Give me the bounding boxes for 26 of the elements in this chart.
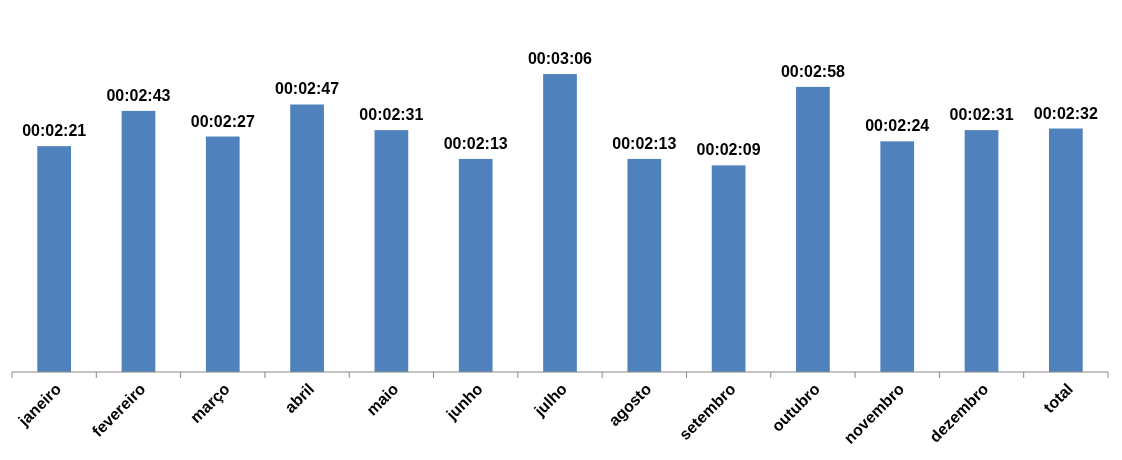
bar [37,146,72,372]
bar [205,136,240,372]
data-label: 00:02:31 [359,106,424,124]
data-label: 00:02:13 [443,134,508,152]
bar [627,158,662,372]
bar [458,158,493,372]
data-label: 00:02:32 [1033,104,1098,122]
bar [374,130,409,372]
data-label: 00:02:13 [612,134,677,152]
data-label: 00:02:09 [696,141,761,159]
data-label: 00:02:31 [949,106,1014,124]
data-label: 00:02:43 [106,86,171,104]
bar [1048,128,1083,372]
bar [964,130,999,372]
data-label: 00:02:21 [22,122,87,140]
data-label: 00:03:06 [527,50,593,68]
bar [880,141,915,372]
bar [796,86,830,372]
data-label: 00:02:27 [190,112,255,130]
data-label: 00:02:24 [865,117,930,135]
data-label: 00:02:47 [275,80,340,98]
bar [121,110,156,372]
bar [543,74,577,372]
bar [290,104,324,372]
data-label: 00:02:58 [780,62,846,80]
bar [711,165,746,372]
